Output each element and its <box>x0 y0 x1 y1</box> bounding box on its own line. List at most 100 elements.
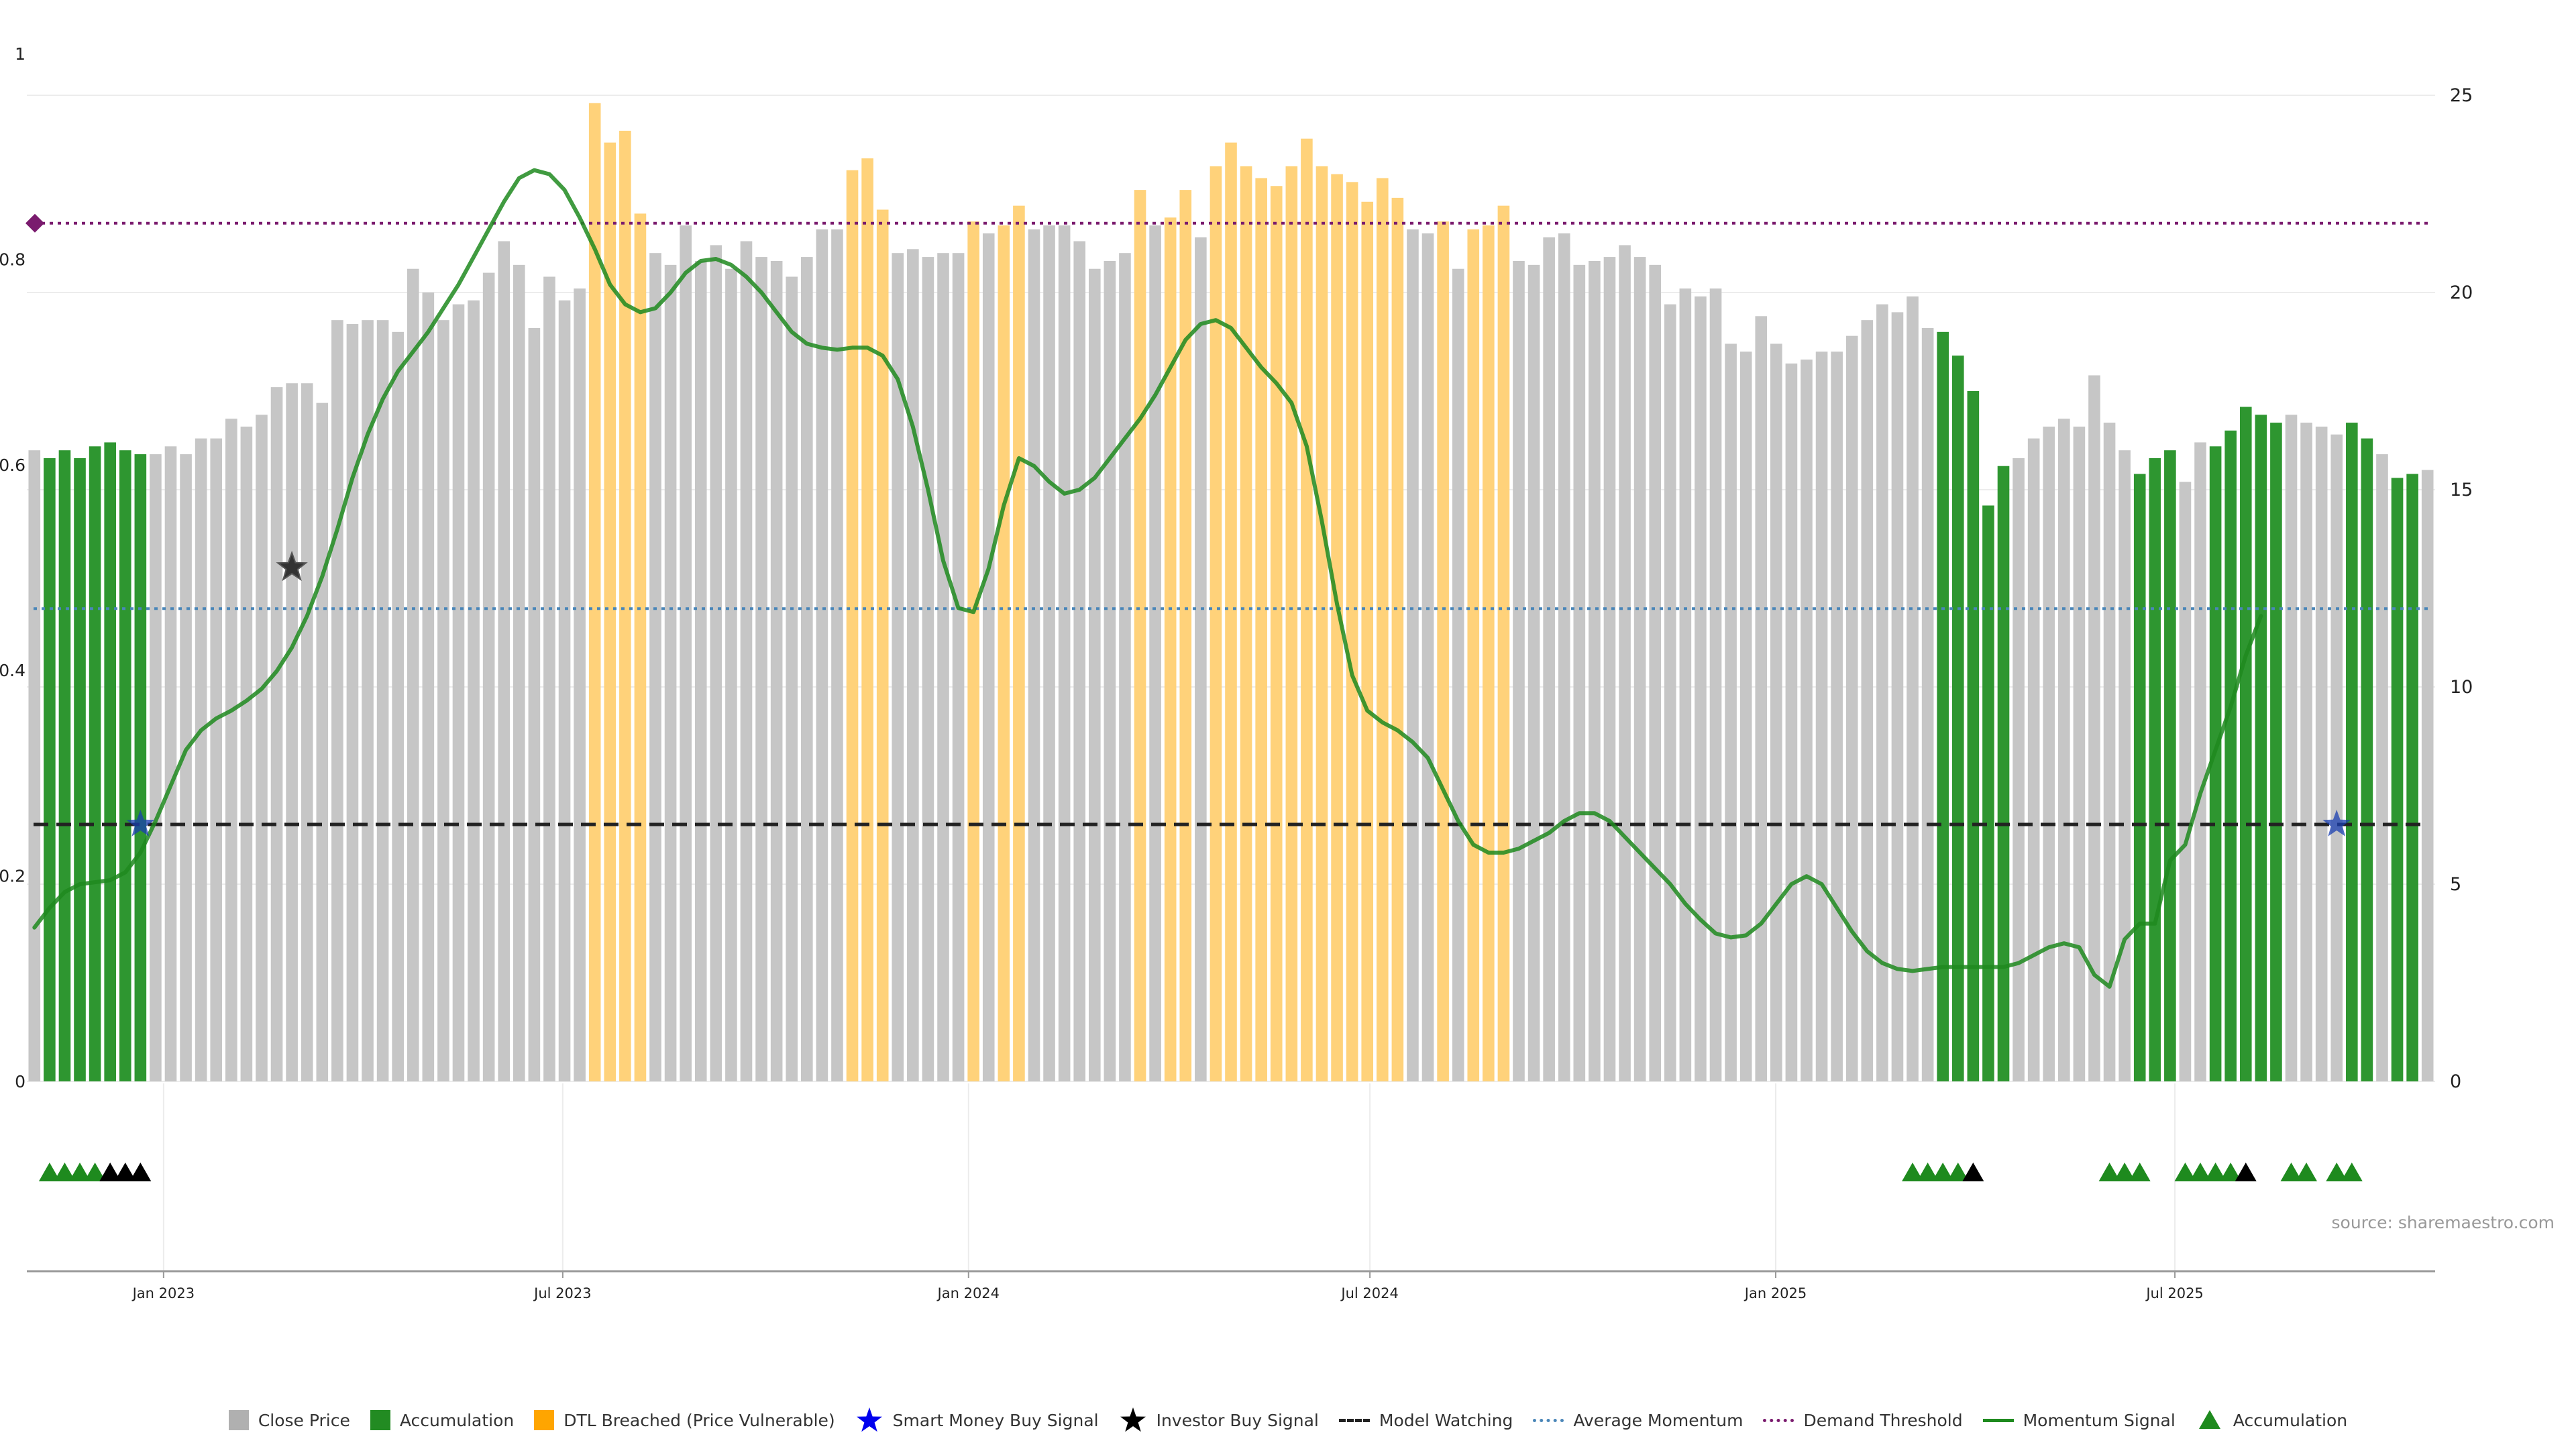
legend-label: Model Watching <box>1379 1410 1513 1430</box>
bar-gray <box>164 446 177 1081</box>
legend-swatch <box>370 1410 390 1430</box>
legend-label: Accumulation <box>399 1410 515 1430</box>
bar-gray <box>2058 419 2070 1081</box>
legend-label: Momentum Signal <box>2023 1410 2176 1430</box>
legend-swatch <box>534 1410 555 1430</box>
bar-gray <box>1149 225 1161 1081</box>
legend: Close Price Accumulation DTL Breached (Pri… <box>0 1406 2576 1434</box>
bar-green <box>1997 466 2010 1081</box>
bar-gray <box>1921 327 1934 1081</box>
legend-item: Accumulation <box>370 1410 514 1430</box>
x-tick-label: Jan 2023 <box>131 1285 195 1301</box>
accumulation-triangle-black <box>114 1163 136 1181</box>
bar-green <box>2133 474 2146 1081</box>
bar-orange <box>1331 174 1343 1082</box>
bar-gray <box>1543 237 1555 1082</box>
x-tick-label: Jan 2024 <box>936 1285 1000 1301</box>
bar-gray <box>407 268 419 1082</box>
bar-gray <box>952 253 965 1082</box>
legend-swatch <box>1982 1418 2014 1422</box>
bar-orange <box>861 158 873 1082</box>
bar-gray <box>376 320 389 1081</box>
accumulation-triangle-green <box>2204 1163 2226 1181</box>
bar-gray <box>1876 304 1888 1081</box>
bar-orange <box>1376 178 1389 1082</box>
bar-gray <box>649 253 661 1082</box>
bar-gray <box>664 264 677 1082</box>
bar-gray <box>800 257 813 1082</box>
bar-gray <box>1801 359 1813 1082</box>
legend-swatch <box>1763 1418 1794 1422</box>
legend-item: Model Watching <box>1338 1410 1513 1430</box>
legend-swatch <box>2198 1410 2220 1429</box>
accumulation-triangle-green <box>54 1163 76 1181</box>
bar-green <box>44 458 56 1081</box>
legend-swatch <box>856 1407 882 1432</box>
bar-gray <box>1649 264 1662 1082</box>
bar-gray <box>558 300 571 1081</box>
right-tick-label: 25 <box>2450 85 2473 106</box>
bar-gray <box>1073 241 1086 1081</box>
accumulation-triangle-green <box>69 1163 91 1181</box>
legend-label: DTL Breached (Price Vulnerable) <box>564 1410 835 1430</box>
legend-item: Close Price <box>228 1410 350 1430</box>
accumulation-triangle-green <box>2341 1163 2363 1181</box>
source-note: source: sharemaestro.com <box>2331 1213 2555 1232</box>
bar-gray <box>1891 312 1904 1081</box>
bar-gray <box>574 288 586 1081</box>
bar-gray <box>907 249 919 1081</box>
accumulation-triangle-green <box>84 1163 106 1181</box>
accumulation-triangle-green <box>1947 1163 1969 1181</box>
bar-green <box>2149 458 2161 1081</box>
bar-gray <box>1725 343 1737 1082</box>
bar-gray <box>2194 442 2206 1081</box>
x-tick-label: Jul 2023 <box>533 1285 591 1301</box>
accumulation-triangle-green <box>38 1163 60 1181</box>
bar-gray <box>482 272 495 1082</box>
bar-gray <box>1088 268 1101 1082</box>
accumulation-triangle-green <box>1917 1163 1939 1181</box>
bar-gray <box>1907 296 1919 1081</box>
bar-orange <box>1013 205 1025 1081</box>
x-tick-label: Jul 2024 <box>1340 1285 1398 1301</box>
bar-gray <box>710 245 722 1082</box>
bar-gray <box>362 320 374 1081</box>
bar-orange <box>1164 217 1177 1081</box>
legend-item: Smart Money Buy Signal <box>855 1406 1099 1434</box>
bar-gray <box>1589 260 1601 1082</box>
bar-gray <box>1527 264 1540 1082</box>
x-tick-label: Jul 2025 <box>2145 1285 2203 1301</box>
bar-gray <box>1679 288 1692 1081</box>
legend-swatch <box>228 1410 249 1430</box>
bar-gray <box>755 257 767 1082</box>
bar-gray <box>422 292 435 1081</box>
right-tick-label: 20 <box>2450 282 2473 303</box>
legend-label: Close Price <box>258 1410 350 1430</box>
bar-green <box>2164 450 2176 1081</box>
bar-gray <box>1407 229 1419 1081</box>
bar-gray <box>740 241 753 1081</box>
bar-gray <box>1104 260 1116 1082</box>
bar-orange <box>1301 138 1313 1082</box>
bar-green <box>134 454 147 1081</box>
bar-orange <box>1134 190 1146 1081</box>
accumulation-triangle-green <box>2296 1163 2318 1181</box>
bar-gray <box>2043 426 2055 1081</box>
bar-orange <box>1240 166 1252 1082</box>
bar-gray <box>1119 253 1131 1082</box>
bar-green <box>2361 438 2373 1081</box>
accumulation-triangle-green <box>2220 1163 2242 1181</box>
bar-gray <box>1558 233 1570 1081</box>
bar-gray <box>1695 296 1707 1081</box>
bar-gray <box>180 454 192 1081</box>
bar-gray <box>498 241 511 1081</box>
bar-gray <box>270 387 283 1081</box>
bar-green <box>2270 423 2282 1081</box>
bar-green <box>2209 446 2222 1081</box>
bar-green <box>2255 415 2267 1081</box>
bar-gray <box>2330 434 2343 1081</box>
left-tick-label: 0 <box>15 1072 25 1091</box>
accumulation-triangle-black <box>99 1163 121 1181</box>
bar-gray <box>1058 225 1071 1081</box>
